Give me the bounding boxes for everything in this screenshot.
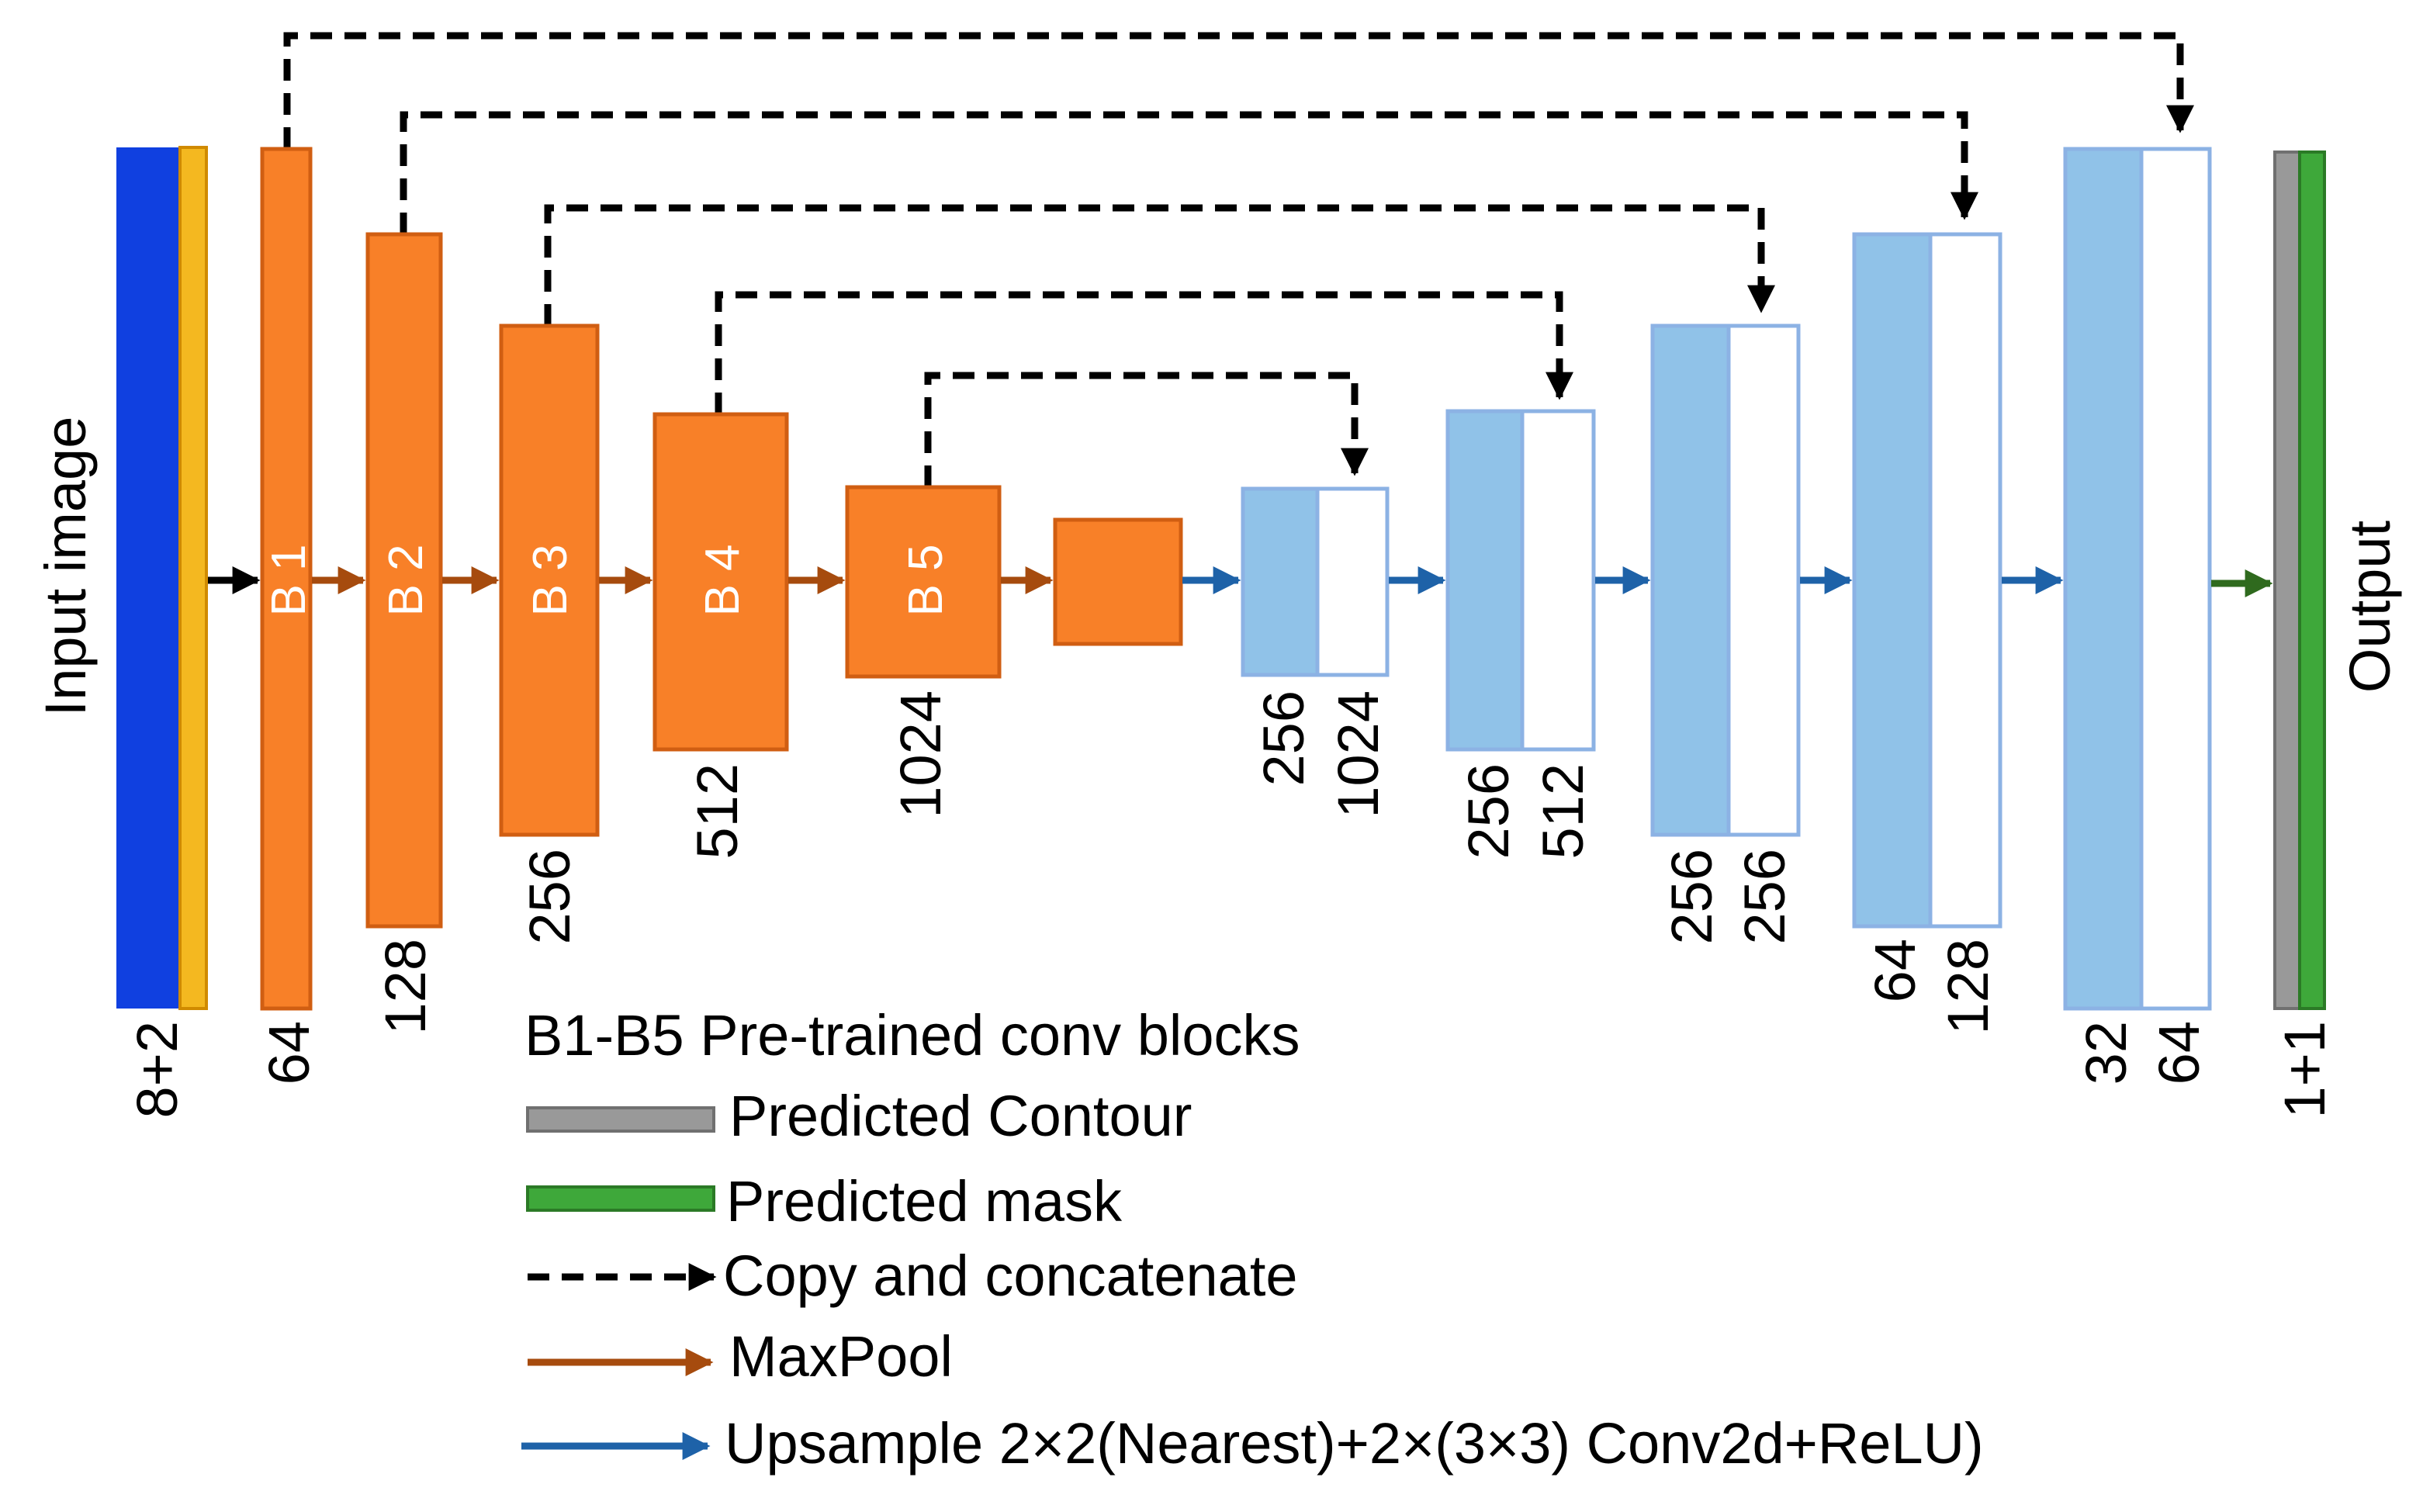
input-image-label: Input image — [33, 417, 98, 717]
channel-label-b4: 512 — [685, 763, 749, 859]
encoder-block-b3 — [499, 324, 600, 837]
block-label-b1: B 1 — [262, 544, 316, 616]
channel-label-b1: 64 — [257, 1021, 321, 1085]
decoder-skip-3 — [1726, 324, 1801, 837]
legend-contour-text: Predicted Contour — [729, 1084, 1192, 1148]
bottleneck-block — [1053, 517, 1183, 646]
channel-label-d2-up: 256 — [1456, 763, 1521, 859]
legend-upsample-text: Upsample 2×2(Nearest)+2×(3×3) Conv2d+ReL… — [725, 1411, 1984, 1476]
block-label-b4: B 4 — [696, 544, 749, 616]
skip-line-b4 — [715, 291, 1573, 414]
legend-maxpool-text: MaxPool — [729, 1324, 953, 1389]
legend: B1-B5 Pre-trained conv blocks Predicted … — [521, 1003, 1984, 1476]
channel-label-b2: 128 — [373, 939, 438, 1034]
input-image-bar — [116, 147, 180, 1009]
encoder — [260, 147, 1183, 1011]
decoder-skip-4 — [1928, 232, 2002, 929]
decoder-up-3 — [1650, 324, 1731, 837]
channel-label-b3: 256 — [517, 849, 582, 944]
encoder-block-b1 — [260, 147, 313, 1011]
decoder-skip-1 — [1315, 486, 1390, 677]
decoder-skip-5 — [2139, 147, 2212, 1011]
channel-label-b5: 1024 — [888, 690, 953, 818]
channel-label-output: 1+1 — [2272, 1021, 2337, 1119]
encoder-block-b2 — [365, 232, 443, 929]
skip-connections — [283, 32, 2194, 487]
skip-line-b2 — [400, 111, 1978, 234]
channel-label-d4-up: 64 — [1863, 939, 1927, 1002]
channel-label-d2-skip: 512 — [1531, 763, 1595, 859]
output-contour-bar — [2273, 151, 2301, 1010]
channel-label-input: 8+2 — [125, 1021, 189, 1119]
block-label-b2: B 2 — [379, 544, 433, 616]
channel-label-d5-skip: 64 — [2147, 1021, 2211, 1085]
skip-line-b5 — [924, 372, 1369, 487]
legend-mask-swatch — [526, 1185, 715, 1212]
input-image-mask-bar — [178, 146, 208, 1010]
decoder-up-1 — [1241, 486, 1320, 677]
block-label-b5: B 5 — [899, 544, 953, 616]
channel-labels: 8+2 64 128 256 512 1024 256 1024 256 512… — [125, 690, 2337, 1119]
decoder-up-4 — [1852, 232, 1933, 929]
decoder-skip-2 — [1520, 409, 1596, 752]
output-mask-bar — [2298, 151, 2326, 1010]
legend-contour-swatch — [526, 1106, 715, 1133]
decoder-up-5 — [2063, 147, 2144, 1011]
decoder-up-2 — [1445, 409, 1525, 752]
channel-label-d1-up: 256 — [1251, 690, 1316, 786]
block-label-b3: B 3 — [524, 544, 577, 616]
skip-line-b3 — [544, 204, 1775, 326]
legend-copy-text: Copy and concatenate — [723, 1244, 1298, 1308]
channel-label-d4-skip: 128 — [1936, 939, 2000, 1034]
channel-label-d3-up: 256 — [1660, 849, 1724, 944]
encoder-block-b4 — [652, 412, 789, 752]
channel-label-d5-up: 32 — [2074, 1021, 2138, 1085]
encoder-block-b5 — [845, 485, 1002, 679]
legend-mask-text: Predicted mask — [726, 1169, 1123, 1233]
skip-line-b1 — [283, 32, 2194, 149]
channel-label-d1-skip: 1024 — [1326, 690, 1390, 818]
output-label: Output — [2338, 520, 2402, 693]
decoder — [1241, 147, 2212, 1011]
legend-blocks-text: B1-B5 Pre-trained conv blocks — [524, 1003, 1300, 1067]
channel-label-d3-skip: 256 — [1732, 849, 1797, 944]
